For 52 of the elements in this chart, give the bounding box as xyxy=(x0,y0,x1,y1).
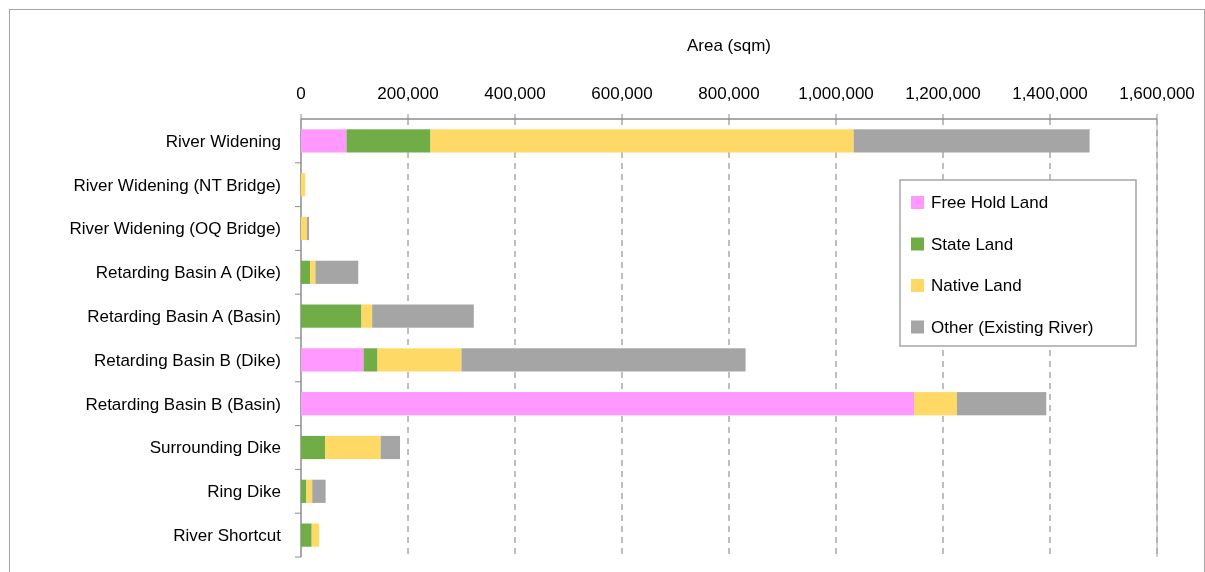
y-tick-label: River Shortcut xyxy=(173,526,282,546)
bar xyxy=(301,435,326,460)
x-tick-label: 1,400,000 xyxy=(1012,84,1088,103)
y-tick-label: Ring Dike xyxy=(207,482,281,502)
y-tick-label: Retarding Basin B (Dike) xyxy=(93,350,281,370)
x-tick-label: 1,000,000 xyxy=(798,84,874,103)
x-tick-label: 1,200,000 xyxy=(905,84,981,103)
legend-label: Free Hold Land xyxy=(931,193,1049,213)
x-tick-label: 400,000 xyxy=(484,84,546,103)
bar xyxy=(346,129,431,153)
bar xyxy=(311,523,320,547)
bar xyxy=(306,216,310,241)
legend-label: State Land xyxy=(931,234,1014,254)
x-tick-label: 200,000 xyxy=(377,84,439,103)
bar xyxy=(914,392,957,416)
bar xyxy=(853,129,1090,153)
legend-label: Other (Existing River) xyxy=(931,317,1094,337)
x-tick-label: 0 xyxy=(296,84,306,103)
bar xyxy=(301,216,307,241)
bar xyxy=(461,348,746,372)
bar xyxy=(377,348,462,372)
x-tick-label: 800,000 xyxy=(698,84,760,103)
bar xyxy=(430,129,854,153)
bar xyxy=(301,479,307,503)
y-tick-label: Retarding Basin A (Dike) xyxy=(95,263,281,283)
bar xyxy=(301,392,915,416)
bar xyxy=(325,435,381,460)
bar xyxy=(306,479,313,503)
y-tick-label: Retarding Basin B (Basin) xyxy=(85,394,281,414)
bar xyxy=(312,479,326,503)
x-tick-label: 600,000 xyxy=(591,84,653,103)
y-tick-label: River Widening (NT Bridge) xyxy=(73,175,281,195)
y-tick-label: River Widening (OQ Bridge) xyxy=(69,219,281,239)
bar xyxy=(315,260,359,284)
bar xyxy=(310,260,316,284)
bar xyxy=(301,173,306,197)
legend-label: Native Land xyxy=(931,276,1022,296)
bar xyxy=(301,523,312,547)
x-tick-label: 1,600,000 xyxy=(1119,84,1195,103)
bar xyxy=(361,304,373,328)
x-axis-title: Area (sqm) xyxy=(686,36,772,55)
y-tick-label: Retarding Basin A (Basin) xyxy=(87,307,281,327)
bar xyxy=(372,304,474,328)
y-tick-label: Surrounding Dike xyxy=(149,438,281,458)
bar xyxy=(956,392,1047,416)
bar xyxy=(380,435,400,460)
bar xyxy=(363,348,378,372)
bar xyxy=(301,348,364,372)
bar xyxy=(301,260,311,284)
y-tick-label: River Widening xyxy=(165,131,281,151)
bar xyxy=(301,129,347,153)
bar xyxy=(301,304,362,328)
